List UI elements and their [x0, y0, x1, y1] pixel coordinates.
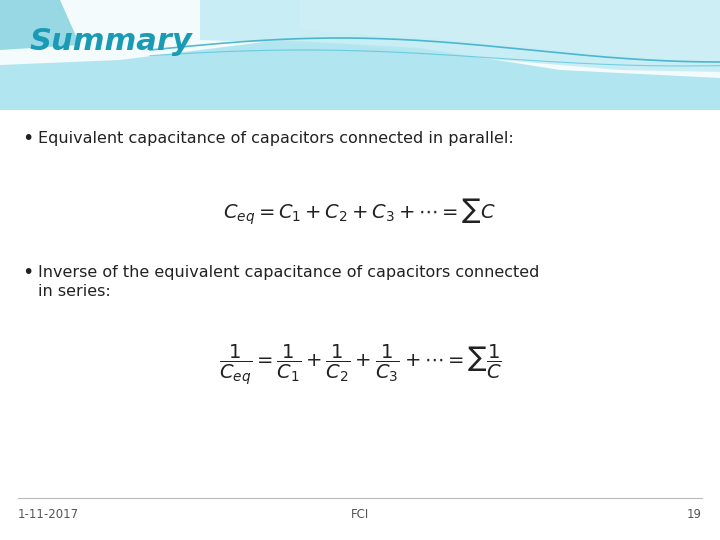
- Text: 1-11-2017: 1-11-2017: [18, 509, 79, 522]
- Polygon shape: [300, 0, 720, 62]
- Text: $\dfrac{1}{C_{eq}} = \dfrac{1}{C_1} + \dfrac{1}{C_2} + \dfrac{1}{C_3} + \cdots =: $\dfrac{1}{C_{eq}} = \dfrac{1}{C_1} + \d…: [219, 343, 501, 387]
- Text: •: •: [22, 262, 33, 281]
- Polygon shape: [0, 0, 80, 50]
- Polygon shape: [0, 0, 720, 110]
- Text: $C_{eq} = C_1 + C_2 + C_3 + \cdots = \sum C$: $C_{eq} = C_1 + C_2 + C_3 + \cdots = \su…: [223, 197, 497, 227]
- Text: 19: 19: [687, 509, 702, 522]
- Text: in series:: in series:: [38, 285, 111, 300]
- Text: Equivalent capacitance of capacitors connected in parallel:: Equivalent capacitance of capacitors con…: [38, 131, 514, 145]
- Polygon shape: [200, 0, 720, 72]
- Text: Summary: Summary: [30, 28, 193, 57]
- Text: •: •: [22, 129, 33, 147]
- Text: FCI: FCI: [351, 509, 369, 522]
- Text: Inverse of the equivalent capacitance of capacitors connected: Inverse of the equivalent capacitance of…: [38, 265, 539, 280]
- Polygon shape: [0, 0, 720, 78]
